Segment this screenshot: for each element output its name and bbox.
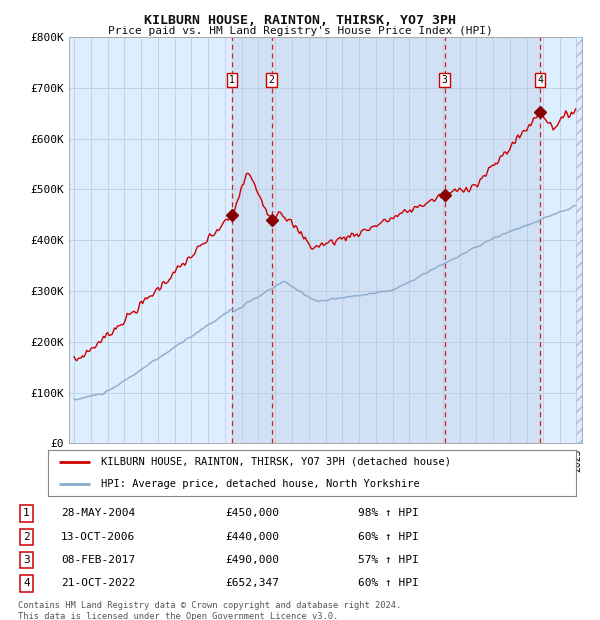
Text: 57% ↑ HPI: 57% ↑ HPI <box>358 555 418 565</box>
Text: 1: 1 <box>23 508 30 518</box>
Text: 60% ↑ HPI: 60% ↑ HPI <box>358 578 418 588</box>
Text: 2: 2 <box>269 76 274 86</box>
Text: £440,000: £440,000 <box>225 532 279 542</box>
Text: Price paid vs. HM Land Registry's House Price Index (HPI): Price paid vs. HM Land Registry's House … <box>107 26 493 36</box>
Text: 3: 3 <box>442 76 448 86</box>
Text: 1: 1 <box>229 76 235 86</box>
Text: Contains HM Land Registry data © Crown copyright and database right 2024.
This d: Contains HM Land Registry data © Crown c… <box>18 601 401 620</box>
Text: 98% ↑ HPI: 98% ↑ HPI <box>358 508 418 518</box>
Text: KILBURN HOUSE, RAINTON, THIRSK, YO7 3PH: KILBURN HOUSE, RAINTON, THIRSK, YO7 3PH <box>144 14 456 27</box>
Text: HPI: Average price, detached house, North Yorkshire: HPI: Average price, detached house, Nort… <box>101 479 419 489</box>
Text: 60% ↑ HPI: 60% ↑ HPI <box>358 532 418 542</box>
Text: 21-OCT-2022: 21-OCT-2022 <box>61 578 135 588</box>
Text: 4: 4 <box>23 578 30 588</box>
Text: 2: 2 <box>23 532 30 542</box>
Text: 4: 4 <box>537 76 543 86</box>
Text: KILBURN HOUSE, RAINTON, THIRSK, YO7 3PH (detached house): KILBURN HOUSE, RAINTON, THIRSK, YO7 3PH … <box>101 456 451 467</box>
Text: 28-MAY-2004: 28-MAY-2004 <box>61 508 135 518</box>
Text: £450,000: £450,000 <box>225 508 279 518</box>
Text: 13-OCT-2006: 13-OCT-2006 <box>61 532 135 542</box>
Bar <box>232 37 540 443</box>
Text: £652,347: £652,347 <box>225 578 279 588</box>
Text: £490,000: £490,000 <box>225 555 279 565</box>
Text: 08-FEB-2017: 08-FEB-2017 <box>61 555 135 565</box>
Text: 3: 3 <box>23 555 30 565</box>
